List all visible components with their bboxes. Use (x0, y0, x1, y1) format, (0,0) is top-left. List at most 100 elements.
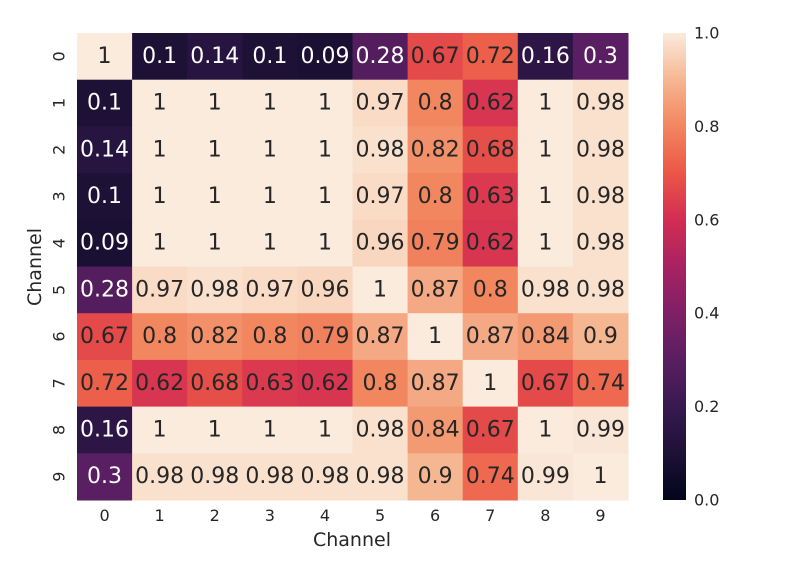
heatmap-cell (517, 173, 574, 221)
heatmap-cell (297, 359, 353, 408)
heatmap-cell (352, 173, 409, 221)
heatmap-cell (407, 126, 464, 174)
heatmap-cell-label: 0.8 (418, 184, 453, 209)
heatmap-cell-label: 1 (263, 184, 277, 209)
heatmap-cell (407, 406, 464, 454)
colorbar-tick-label: 1.0 (694, 24, 719, 43)
heatmap-cell-label: 0.3 (87, 464, 122, 489)
heatmap-cell (77, 79, 133, 127)
heatmap-cell-label: 0.14 (190, 44, 239, 69)
heatmap-cell (462, 219, 519, 267)
heatmap-cell-label: 1 (318, 231, 332, 256)
heatmap-cell (462, 33, 519, 81)
heatmap-cell-label: 1 (153, 91, 167, 116)
x-axis-ticks: 0 1 2 3 4 5 6 7 8 9 (99, 506, 605, 525)
heatmap-cell (297, 33, 353, 81)
heatmap-cell (352, 453, 409, 501)
heatmap-cell (297, 173, 353, 221)
heatmap-cell-label: 0.1 (87, 184, 122, 209)
heatmap-cell (187, 126, 243, 174)
heatmap-cell-label: 0.96 (300, 277, 349, 302)
heatmap-cell-label: 0.16 (80, 417, 129, 442)
colorbar-ticks: 0.0 0.2 0.4 0.6 0.8 1.0 (694, 24, 719, 510)
heatmap-cell (132, 173, 188, 221)
y-axis-ticks: 0 1 2 3 4 5 6 7 8 9 (50, 51, 69, 481)
x-tick-label: 7 (485, 506, 495, 525)
heatmap-cell (572, 266, 629, 314)
heatmap-cell-label: 0.98 (245, 464, 294, 489)
heatmap-cells (77, 33, 629, 501)
heatmap-cell (517, 313, 574, 361)
heatmap-cell-label: 0.87 (411, 277, 460, 302)
heatmap-cell-label: 0.68 (466, 137, 515, 162)
heatmap-cell (132, 33, 188, 81)
heatmap-cell-label: 1 (208, 184, 222, 209)
heatmap-cell (407, 313, 464, 361)
heatmap-cell-label: 0.98 (190, 464, 239, 489)
x-tick-label: 4 (320, 506, 330, 525)
heatmap-cell (572, 126, 629, 174)
heatmap-cell-label: 0.1 (87, 91, 122, 116)
heatmap-cell-label: 0.62 (300, 371, 349, 396)
heatmap-cell (462, 173, 519, 221)
heatmap-cell-label: 0.98 (576, 277, 625, 302)
heatmap-cell (77, 453, 133, 501)
heatmap-cell-label: 0.8 (418, 91, 453, 116)
heatmap-cell-label: 1 (483, 371, 497, 396)
heatmap-cell-label: 0.98 (356, 464, 405, 489)
x-tick-label: 9 (595, 506, 605, 525)
heatmap-cell (242, 79, 298, 127)
y-tick-label: 3 (50, 191, 69, 201)
heatmap-cell (462, 79, 519, 127)
heatmap-cell-label: 0.67 (80, 324, 129, 349)
x-tick-label: 0 (99, 506, 109, 525)
y-tick-label: 6 (50, 331, 69, 341)
heatmap-cell (132, 126, 188, 174)
heatmap-cell-label: 0.82 (190, 324, 239, 349)
heatmap-cell-label: 0.99 (576, 417, 625, 442)
heatmap-cell (187, 173, 243, 221)
heatmap-cell-label: 1 (208, 91, 222, 116)
heatmap-cell (517, 453, 574, 501)
heatmap-cell (297, 219, 353, 267)
heatmap-cell (132, 453, 188, 501)
heatmap-cell-label: 1 (153, 137, 167, 162)
heatmap-cell (132, 266, 188, 314)
heatmap-cell-label: 0.98 (576, 231, 625, 256)
heatmap-cell-label: 0.67 (466, 417, 515, 442)
heatmap-cell (352, 313, 409, 361)
heatmap-cell-label: 0.87 (411, 371, 460, 396)
x-tick-label: 2 (210, 506, 220, 525)
heatmap-cell (242, 453, 298, 501)
heatmap-cell (187, 79, 243, 127)
heatmap-cell-label: 0.62 (466, 91, 515, 116)
heatmap-cell-label: 0.62 (466, 231, 515, 256)
heatmap-cell-label: 0.79 (300, 324, 349, 349)
heatmap-cell-label: 0.68 (190, 371, 239, 396)
heatmap-cell (517, 79, 574, 127)
heatmap-cell (77, 359, 133, 408)
heatmap-cell (517, 219, 574, 267)
heatmap-cell-label: 0.98 (576, 137, 625, 162)
heatmap-cell-label: 1 (318, 417, 332, 442)
heatmap-cell-label: 0.84 (521, 324, 570, 349)
colorbar-gradient (663, 33, 686, 500)
y-tick-label: 4 (50, 238, 69, 248)
heatmap-cell-label: 1 (538, 137, 552, 162)
heatmap-cell (242, 313, 298, 361)
heatmap-cell (187, 33, 243, 81)
heatmap-cell-label: 1 (538, 91, 552, 116)
heatmap-cell (77, 33, 133, 81)
y-tick-label: 1 (50, 98, 69, 108)
heatmap-cell-label: 1 (153, 184, 167, 209)
heatmap-cell-label: 0.98 (190, 277, 239, 302)
heatmap-cell (132, 313, 188, 361)
heatmap-cell-label: 1 (263, 417, 277, 442)
heatmap-cell (77, 173, 133, 221)
heatmap-cell-label: 0.98 (576, 184, 625, 209)
heatmap-cell (572, 453, 629, 501)
x-tick-label: 8 (540, 506, 550, 525)
heatmap-cell (407, 173, 464, 221)
heatmap-cell-label: 1 (263, 91, 277, 116)
